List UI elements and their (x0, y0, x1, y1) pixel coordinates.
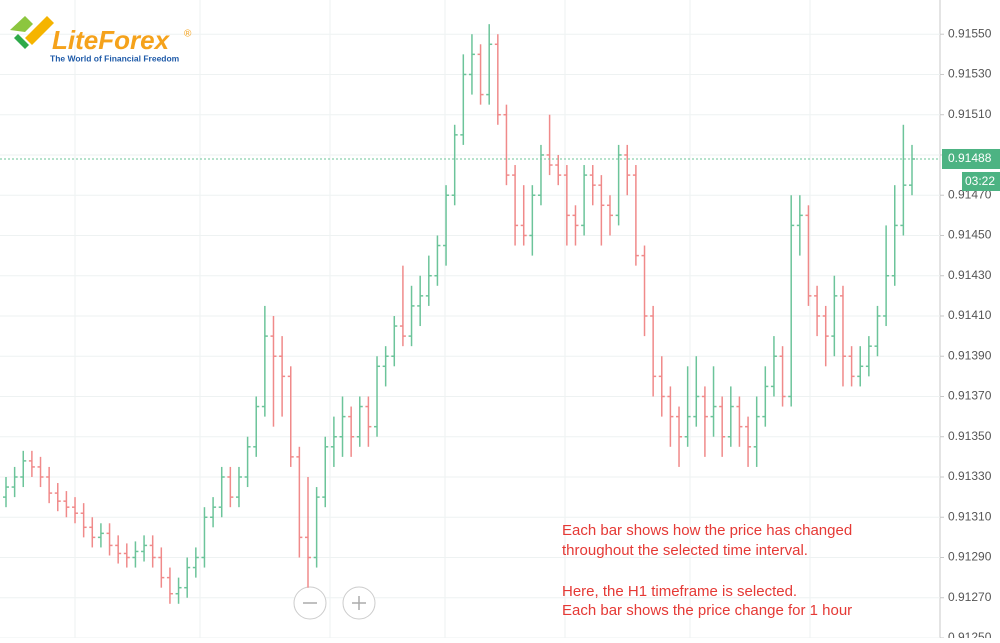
v-grid (74, 0, 811, 638)
y-tick-label: 0.91450 (948, 228, 992, 242)
last-price-label: 0.91488 (948, 151, 992, 165)
logo-registered: ® (184, 29, 192, 40)
y-tick-label: 0.91270 (948, 590, 992, 604)
logo-icon (25, 16, 54, 45)
countdown-label: 03:22 (965, 174, 995, 188)
zoom-controls (293, 586, 376, 620)
y-tick-label: 0.91390 (948, 348, 992, 362)
y-tick-label: 0.91370 (948, 389, 992, 403)
y-tick-label: 0.91530 (948, 67, 992, 81)
y-tick-label: 0.91290 (948, 550, 992, 564)
logo-icon (14, 34, 29, 49)
last-price-box (942, 148, 1000, 169)
y-tick-label: 0.91350 (948, 429, 992, 443)
countdown-box (962, 171, 1000, 191)
logo-name: LiteForex (52, 25, 171, 55)
y-tick-label: 0.91550 (948, 26, 992, 40)
annotation: Each bar shows how the price has changed (562, 522, 852, 539)
y-tick-label: 0.91310 (948, 509, 992, 523)
y-tick-label: 0.91430 (948, 268, 992, 282)
y-tick-label: 0.91250 (948, 630, 992, 638)
y-tick-label: 0.91330 (948, 469, 992, 483)
y-tick-label: 0.91410 (948, 308, 992, 322)
logo: LiteForex ® The World of Financial Freed… (10, 16, 192, 63)
logo-icon (10, 16, 33, 32)
annotation: Here, the H1 timeframe is selected. (562, 583, 797, 600)
annotation: Each bar shows the price change for 1 ho… (562, 602, 852, 619)
logo-tagline: The World of Financial Freedom (50, 53, 180, 63)
annotation: throughout the selected time interval. (562, 542, 808, 559)
y-tick-label: 0.91510 (948, 107, 992, 121)
bars (3, 24, 915, 604)
